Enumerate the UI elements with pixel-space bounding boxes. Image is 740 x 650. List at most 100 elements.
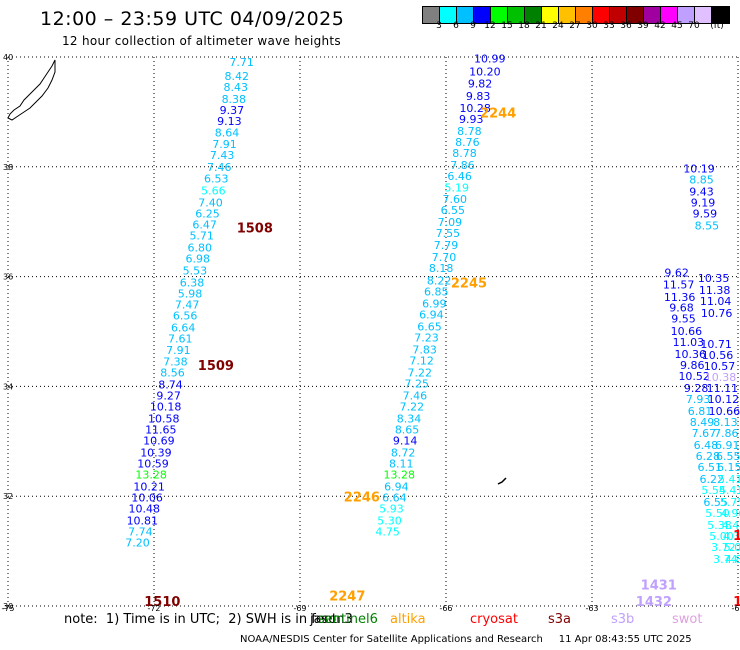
wave-height-value: 6.94: [384, 481, 409, 494]
wave-height-value: 6.98: [186, 252, 211, 265]
wave-height-value: 7.86: [450, 159, 475, 172]
color-legend: [422, 6, 730, 24]
wave-height-value: 9.19: [691, 196, 716, 209]
wave-height-value: 8.85: [689, 173, 714, 186]
wave-height-value: 10.28: [459, 102, 491, 115]
wave-height-value: 10.57: [704, 360, 736, 373]
wave-height-value: 10.36: [675, 348, 707, 361]
wave-height-value: 7.22: [407, 367, 432, 380]
wave-height-value: 5.53: [183, 264, 208, 277]
legend-swatch: [610, 7, 627, 23]
wave-height-value: 8.13: [713, 416, 738, 429]
track-cryosat-east: 9.6211.5711.369.689.5510.6611.0310.369.8…: [663, 267, 738, 567]
wave-height-value: 6.85: [424, 285, 449, 298]
track-swot-east: 10.7110.5610.5710.3811.1110.1210.668.137…: [700, 338, 740, 566]
wave-height-value: 9.82: [468, 78, 493, 91]
wave-height-value: 6.81: [688, 405, 713, 418]
lon-label: -63: [585, 604, 598, 613]
orbit-number-label: 1510: [144, 595, 180, 610]
wave-height-value: 10.69: [143, 435, 175, 448]
legend-swatch: [491, 7, 508, 23]
legend-label: 42: [654, 21, 666, 31]
wave-height-value: 9.59: [693, 207, 718, 220]
wave-height-value: 7.55: [436, 227, 461, 240]
wave-height-value: 5.41: [718, 473, 740, 486]
wave-height-value: 10.59: [137, 458, 169, 471]
wave-height-value: 6.65: [417, 320, 442, 333]
legend-label: 3: [436, 21, 442, 31]
wave-height-value: 10.81: [127, 515, 159, 528]
wave-height-value: 5.00: [724, 541, 740, 554]
wave-height-value: 10.39: [140, 447, 172, 460]
wave-height-value: 9.43: [689, 185, 714, 198]
orbit-number-label: 1509: [198, 359, 234, 374]
wave-height-value: 10.20: [469, 66, 501, 79]
wave-height-value: 10.58: [148, 413, 180, 426]
wave-height-value: 7.20: [125, 537, 150, 550]
wave-height-value: 9.27: [156, 390, 181, 403]
legend-label: 18: [518, 21, 530, 31]
wave-height-value: 10.12: [708, 393, 740, 406]
legend-label: 30: [586, 21, 598, 31]
wave-height-value: 6.46: [447, 170, 472, 183]
wave-height-value: 11.38: [699, 284, 731, 297]
wave-height-value: 8.49: [690, 416, 715, 429]
wave-height-value: 8.43: [224, 81, 249, 94]
wave-height-value: 7.67: [692, 427, 717, 440]
wave-height-value: 7.43: [210, 149, 235, 162]
wave-height-value: 9.86: [680, 359, 705, 372]
orbit-number-label: 2244: [480, 106, 516, 121]
legend-label: (ft): [710, 21, 724, 31]
wave-height-value: 10.99: [474, 52, 506, 65]
wave-height-value: 6.22: [699, 473, 724, 486]
wave-height-value: 13.28: [135, 469, 167, 482]
wave-height-value: 8.42: [224, 70, 249, 83]
wave-height-value: 10.52: [678, 370, 710, 383]
wave-height-value: 8.55: [695, 219, 720, 232]
wave-height-value: 5.41: [719, 484, 740, 497]
wave-height-value: 9.55: [671, 313, 696, 326]
wave-height-value: 6.48: [694, 439, 719, 452]
legend-label: 70: [688, 21, 700, 31]
satellite-key-sentinel6: sentinel6: [318, 612, 378, 627]
wave-height-value: 6.64: [382, 492, 407, 505]
legend-swatch: [508, 7, 525, 23]
wave-height-value: 13.28: [384, 469, 416, 482]
legend-swatch: [542, 7, 559, 23]
wave-height-value: 6.55: [703, 496, 728, 509]
wave-height-value: 8.18: [429, 262, 454, 275]
wave-height-value: 10.66: [709, 405, 740, 418]
legend-label: 6: [453, 21, 459, 31]
wave-height-value: 10.19: [683, 162, 715, 175]
credit-line: NOAA/NESDIS Center for Satellite Applica…: [240, 634, 692, 645]
wave-height-value: 6.38: [180, 276, 205, 289]
wave-height-value: 9.62: [664, 267, 689, 280]
wave-height-value: 5.38: [707, 519, 732, 532]
wave-height-value: 7.83: [412, 343, 437, 356]
legend-swatch: [678, 7, 695, 23]
legend-swatch: [712, 7, 729, 23]
wave-height-value: 6.94: [419, 308, 444, 321]
track-s3a-1508-1510: 7.718.428.438.389.379.138.647.917.437.46…: [125, 56, 254, 550]
legend-label: 12: [484, 21, 496, 31]
legend-swatch: [423, 7, 440, 23]
lat-label: 32: [3, 492, 13, 501]
wave-height-value: 10.06: [131, 492, 163, 505]
wave-height-value: 8.76: [455, 136, 480, 149]
wave-height-value: 7.46: [207, 161, 232, 174]
wave-height-value: 3.74: [713, 553, 738, 566]
wave-height-value: 10.76: [701, 307, 733, 320]
legend-swatch: [644, 7, 661, 23]
wave-height-value: 7.91: [166, 344, 191, 357]
legend-swatch: [695, 7, 712, 23]
wave-height-value: 9.14: [393, 435, 418, 448]
wave-height-value: 7.12: [409, 354, 434, 367]
lon-label: -75: [1, 604, 14, 613]
satellite-key-s3a: s3a: [548, 612, 572, 627]
wave-height-value: 5.00: [709, 530, 734, 543]
lat-label: 36: [3, 273, 13, 282]
wave-height-value: 8.11: [389, 458, 414, 471]
satellite-key-s3b: s3b: [611, 612, 635, 627]
wave-height-value: 5.66: [201, 184, 226, 197]
